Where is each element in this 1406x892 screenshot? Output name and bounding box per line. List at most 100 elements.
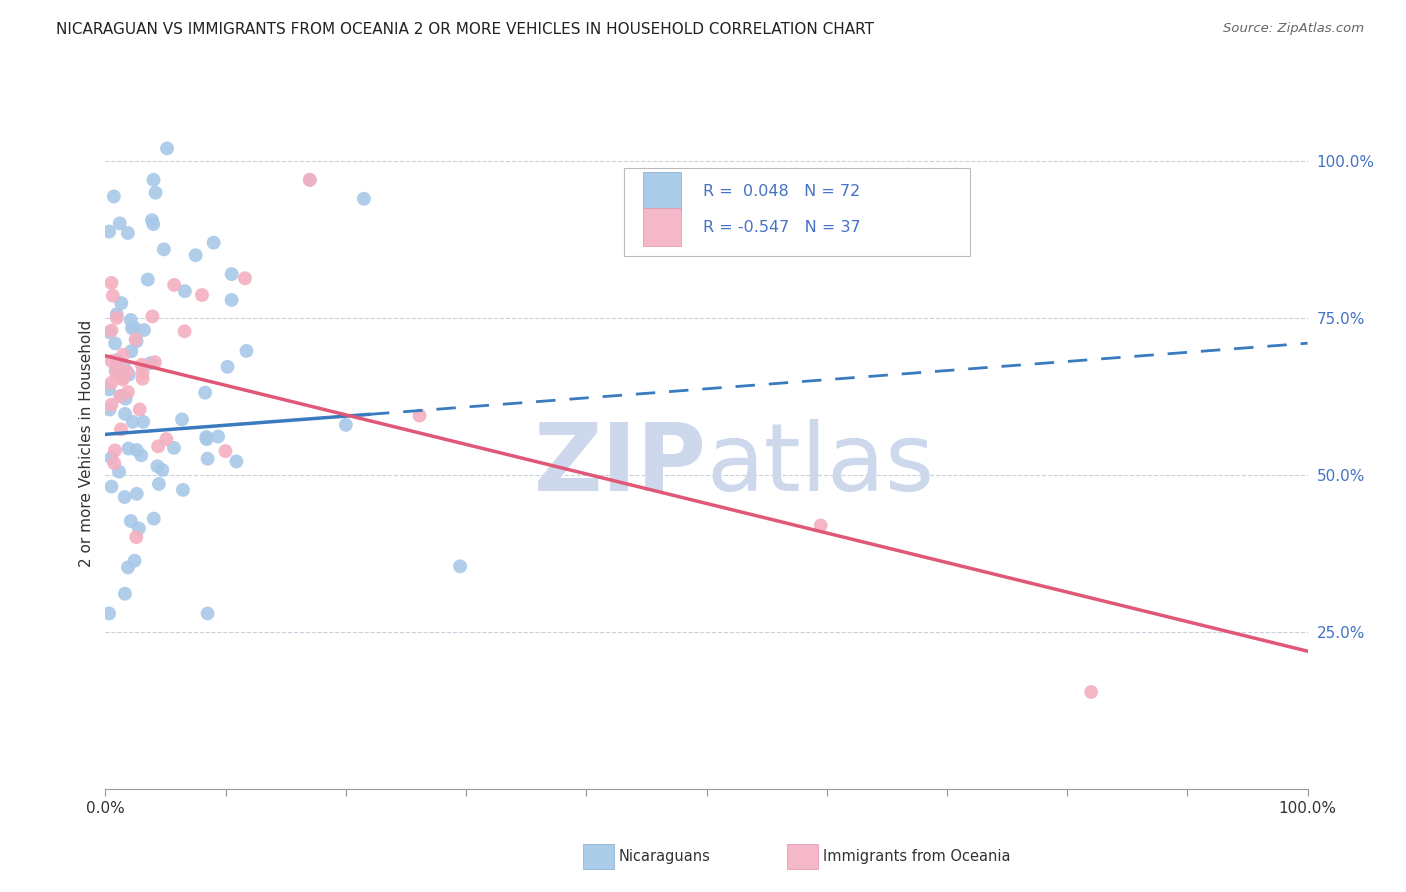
Point bbox=[170, 412, 193, 426]
Point bbox=[173, 324, 195, 338]
Point bbox=[120, 313, 142, 327]
Text: Immigrants from Oceania: Immigrants from Oceania bbox=[823, 849, 1010, 863]
Point bbox=[156, 141, 179, 155]
Point bbox=[141, 213, 163, 227]
Point bbox=[115, 365, 138, 379]
Point bbox=[146, 439, 169, 453]
Text: R = -0.547   N = 37: R = -0.547 N = 37 bbox=[703, 220, 860, 235]
Point bbox=[98, 383, 121, 397]
Point bbox=[117, 442, 139, 456]
Point bbox=[214, 444, 236, 458]
Point bbox=[125, 443, 148, 458]
Point bbox=[117, 384, 139, 399]
Point bbox=[195, 430, 218, 444]
Point bbox=[100, 398, 122, 412]
Point bbox=[100, 276, 122, 290]
Point bbox=[353, 192, 375, 206]
Point bbox=[150, 463, 173, 477]
Point bbox=[120, 344, 142, 359]
Point bbox=[100, 376, 122, 390]
Point bbox=[101, 289, 124, 303]
Point bbox=[125, 530, 148, 544]
Point bbox=[105, 366, 128, 380]
Point bbox=[810, 518, 832, 533]
Point bbox=[125, 487, 148, 501]
Point bbox=[145, 186, 167, 200]
Point bbox=[202, 235, 225, 250]
Point bbox=[111, 372, 134, 386]
Point bbox=[197, 451, 219, 466]
Point bbox=[131, 366, 153, 380]
Point bbox=[131, 372, 153, 386]
Point bbox=[100, 450, 122, 465]
Point bbox=[124, 554, 146, 568]
Point bbox=[207, 429, 229, 443]
Y-axis label: 2 or more Vehicles in Household: 2 or more Vehicles in Household bbox=[79, 320, 94, 567]
Point bbox=[195, 432, 218, 446]
Point bbox=[103, 456, 125, 470]
Point bbox=[98, 225, 121, 239]
Point bbox=[1080, 685, 1102, 699]
FancyBboxPatch shape bbox=[643, 209, 682, 246]
Point bbox=[100, 480, 122, 494]
Point bbox=[221, 293, 243, 307]
Point bbox=[114, 392, 136, 406]
Point bbox=[114, 587, 136, 601]
Point bbox=[235, 343, 257, 358]
Point bbox=[125, 334, 148, 349]
Point bbox=[124, 333, 146, 347]
Point bbox=[217, 359, 239, 374]
FancyBboxPatch shape bbox=[643, 172, 682, 211]
Point bbox=[221, 267, 243, 281]
Point bbox=[172, 483, 194, 497]
Point bbox=[194, 385, 217, 400]
Text: ZIP: ZIP bbox=[534, 418, 707, 510]
Point bbox=[141, 310, 163, 324]
Point bbox=[118, 368, 141, 382]
Text: Source: ZipAtlas.com: Source: ZipAtlas.com bbox=[1223, 22, 1364, 36]
Point bbox=[142, 217, 165, 231]
Point bbox=[111, 348, 134, 362]
Point bbox=[136, 272, 159, 286]
Point bbox=[105, 310, 128, 325]
Point bbox=[128, 402, 150, 417]
Point bbox=[110, 296, 132, 310]
Point bbox=[98, 325, 121, 339]
Point bbox=[146, 459, 169, 474]
Point bbox=[105, 353, 128, 368]
FancyBboxPatch shape bbox=[624, 168, 970, 256]
Point bbox=[132, 415, 155, 429]
Point bbox=[114, 407, 136, 421]
Point bbox=[225, 454, 247, 468]
Point bbox=[155, 432, 177, 446]
Point bbox=[98, 402, 121, 417]
Point bbox=[104, 363, 127, 377]
Point bbox=[128, 521, 150, 535]
Point bbox=[98, 607, 121, 621]
Point bbox=[100, 354, 122, 368]
Text: R =  0.048   N = 72: R = 0.048 N = 72 bbox=[703, 184, 860, 199]
Point bbox=[108, 355, 131, 369]
Point bbox=[104, 443, 127, 458]
Point bbox=[111, 370, 134, 384]
Point bbox=[153, 243, 176, 257]
Point bbox=[408, 409, 430, 423]
Point bbox=[129, 448, 152, 462]
Point bbox=[110, 389, 132, 403]
Point bbox=[121, 321, 143, 335]
Point bbox=[142, 511, 165, 525]
Point bbox=[143, 355, 166, 369]
Point bbox=[108, 216, 131, 230]
Point bbox=[184, 248, 207, 262]
Point bbox=[148, 477, 170, 491]
Point bbox=[108, 389, 131, 403]
Point bbox=[197, 607, 219, 621]
Point bbox=[233, 271, 256, 285]
Point bbox=[105, 307, 128, 321]
Point bbox=[114, 490, 136, 504]
Point bbox=[173, 284, 195, 298]
Point bbox=[103, 189, 125, 203]
Point bbox=[122, 320, 145, 334]
Point bbox=[131, 358, 153, 372]
Point bbox=[110, 422, 132, 436]
